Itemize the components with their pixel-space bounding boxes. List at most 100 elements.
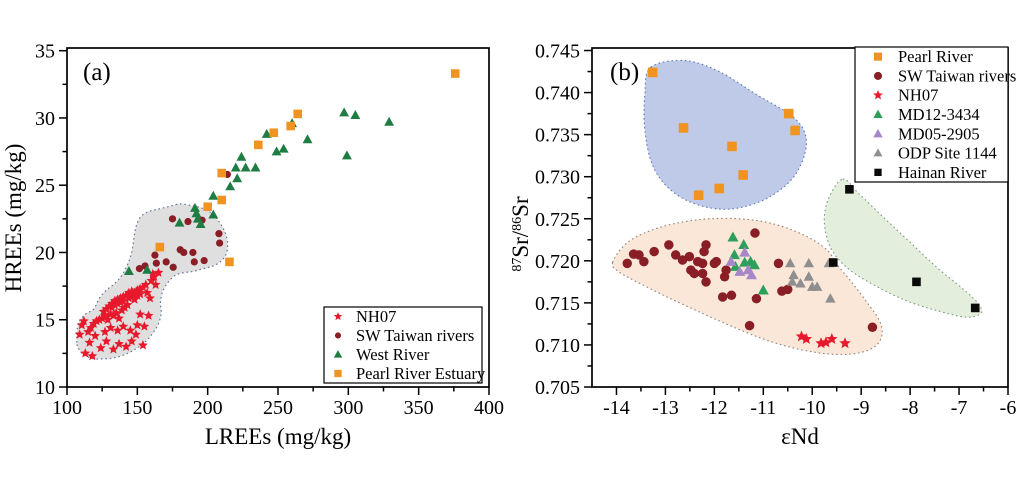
- md12-3434-point: [757, 284, 769, 295]
- nh07-point: [88, 318, 99, 328]
- panel-a-letter: (a): [83, 59, 111, 86]
- nh07-point: [130, 329, 141, 339]
- sw-taiwan-rivers-point: [200, 256, 208, 265]
- md12-3434-point: [738, 239, 750, 250]
- series-nh07: [795, 330, 851, 349]
- y-tick-label: 0.725: [535, 209, 580, 231]
- west-river-point: [384, 116, 395, 126]
- legend-marker-pearl-river-estuary: [334, 369, 342, 378]
- pearl-river-point: [714, 183, 725, 194]
- x-tick-label: -13: [652, 397, 679, 419]
- odp-site-1144-point: [795, 278, 806, 288]
- y-tick-label: 0.745: [535, 41, 580, 63]
- nh07-point: [119, 302, 130, 312]
- nh07-point: [107, 302, 117, 312]
- series-md12-3434: [727, 231, 769, 295]
- panel-b-ticks: [584, 49, 1009, 395]
- nh07-point: [94, 314, 105, 324]
- legend-label-odp-site-1144: ODP Site 1144: [898, 144, 997, 163]
- md05-2905-point: [725, 255, 737, 266]
- nh07-point: [114, 338, 124, 349]
- nh07-point: [135, 309, 146, 319]
- panel-a-ticks: [59, 49, 490, 395]
- panel-b-letter: (b): [610, 59, 639, 86]
- panel-a-x-axis-title: LREEs (mg/kg): [205, 424, 351, 449]
- pearl-river-estuary-point: [293, 109, 302, 119]
- nh07-point: [101, 303, 112, 314]
- legend-marker-hainan-river: [874, 168, 882, 177]
- west-river-point: [278, 143, 289, 153]
- y-tick-label: 10: [35, 377, 55, 399]
- y-tick-label: 30: [35, 108, 55, 130]
- md12-3434-point: [729, 260, 741, 271]
- west-river-point: [341, 150, 352, 160]
- sw-taiwan-rivers-point: [649, 246, 659, 257]
- nh07-point: [135, 283, 146, 293]
- west-river-point: [142, 264, 153, 274]
- nh07-point: [121, 341, 132, 351]
- region-taiwan-field: [611, 217, 883, 356]
- nh07-point: [122, 299, 133, 310]
- series-pearl-river: [647, 67, 800, 201]
- pearl-river-point: [727, 141, 737, 152]
- y-tick-label: 0.735: [535, 125, 580, 147]
- x-tick-label: -6: [1000, 397, 1017, 419]
- md12-3434-point: [728, 249, 740, 260]
- panel-a-y-axis-title: HREEs (mg/kg): [1, 144, 26, 293]
- legend-label-nh07: NH07: [898, 86, 938, 105]
- legend-marker-sw-taiwan-rivers: [334, 332, 342, 339]
- x-tick-label: -12: [701, 397, 728, 419]
- sw-taiwan-rivers-point: [180, 248, 188, 257]
- pearl-river-estuary-point: [217, 168, 227, 178]
- nh07-point: [150, 279, 161, 289]
- nh07-point: [90, 330, 101, 341]
- sw-taiwan-rivers-point: [639, 256, 649, 267]
- md05-2905-point: [739, 246, 751, 257]
- x-tick-label: 250: [263, 397, 293, 419]
- sw-taiwan-rivers-point: [670, 250, 681, 260]
- y-tick-label: 0.730: [535, 167, 580, 189]
- legend-marker-md12-3434: [873, 109, 883, 119]
- x-tick-label: -7: [951, 397, 968, 419]
- nh07-point: [145, 293, 155, 303]
- sw-taiwan-rivers-point: [622, 258, 632, 269]
- legend-label-hainan-river: Hainan River: [898, 163, 987, 182]
- pearl-river-point: [738, 170, 749, 180]
- x-tick-label: -11: [750, 397, 776, 419]
- hainan-river-point: [970, 303, 980, 313]
- pearl-river-estuary-point: [203, 202, 212, 212]
- nh07-point: [105, 309, 116, 319]
- x-tick-label: -10: [799, 397, 826, 419]
- west-river-point: [230, 162, 241, 172]
- sw-taiwan-rivers-point: [744, 320, 755, 331]
- nh07-point: [118, 295, 129, 306]
- sw-taiwan-rivers-point: [719, 272, 730, 282]
- west-river-point: [191, 208, 202, 218]
- series-sw-taiwan-rivers: [135, 170, 231, 273]
- panel-b-y-axis-title: 87Sr/86Sr: [508, 196, 533, 272]
- x-tick-label: -14: [603, 397, 630, 419]
- nh07-point: [111, 307, 122, 318]
- md05-2905-point: [746, 269, 758, 280]
- x-tick-label: -8: [902, 397, 919, 419]
- nh07-point: [143, 310, 154, 320]
- west-river-point: [208, 209, 219, 219]
- legend-label-sw-taiwan-rivers: SW Taiwan rivers: [356, 326, 474, 345]
- nh07-point: [87, 350, 98, 361]
- west-river-point: [339, 107, 350, 117]
- nh07-point: [100, 326, 110, 337]
- nh07-point: [140, 279, 151, 289]
- sw-taiwan-rivers-point: [151, 251, 159, 259]
- nh07-point: [115, 297, 126, 307]
- panel-a: 100 150 200 250 300 350 400 10 15 20 25 30 35 NH07SW …: [1, 41, 504, 449]
- nh07-point: [105, 322, 116, 333]
- west-river-point: [271, 146, 282, 156]
- odp-site-1144-point: [803, 271, 815, 281]
- sw-taiwan-rivers-point: [750, 228, 760, 238]
- sw-taiwan-rivers-point: [216, 239, 224, 247]
- legend-label-nh07: NH07: [356, 307, 396, 326]
- pearl-river-estuary-point: [269, 128, 279, 138]
- y-tick-label: 25: [35, 175, 55, 197]
